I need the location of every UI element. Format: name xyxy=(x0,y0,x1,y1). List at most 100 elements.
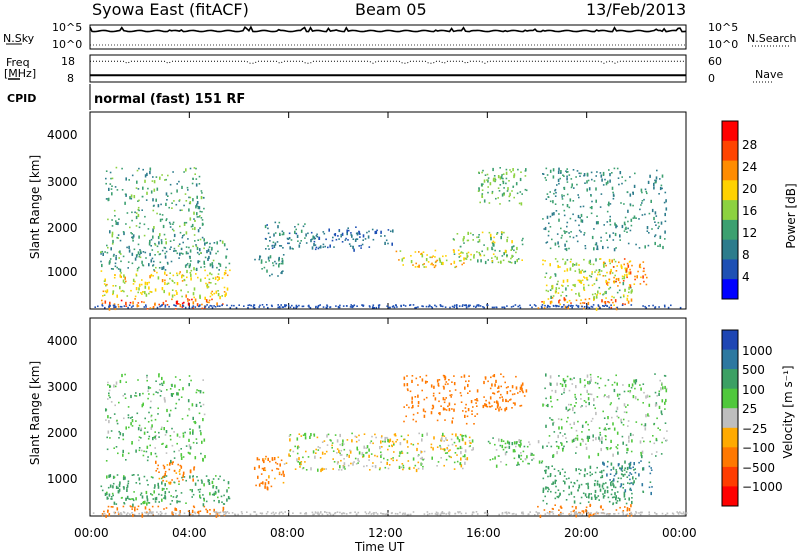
heatmap-cell xyxy=(487,191,489,194)
heatmap-cell xyxy=(626,262,629,265)
heatmap-cell xyxy=(302,434,305,436)
heatmap-cell xyxy=(211,298,213,301)
heatmap-cell xyxy=(497,385,500,389)
heatmap-cell xyxy=(532,454,535,456)
heatmap-cell xyxy=(602,495,605,499)
heatmap-cell xyxy=(235,306,238,309)
heatmap-cell xyxy=(518,444,520,446)
heatmap-cell xyxy=(146,498,149,502)
heatmap-cell xyxy=(105,177,107,180)
heatmap-cell xyxy=(663,374,666,377)
heatmap-cell xyxy=(258,483,261,487)
heatmap-cell xyxy=(113,413,116,415)
heatmap-cell xyxy=(573,377,575,379)
heatmap-cell xyxy=(464,414,466,418)
heatmap-cell xyxy=(570,258,572,261)
heatmap-cell xyxy=(222,303,224,305)
heatmap-cell xyxy=(447,405,449,408)
heatmap-cell xyxy=(579,217,581,219)
heatmap-cell xyxy=(116,419,118,422)
heatmap-cell xyxy=(595,221,598,225)
heatmap-cell xyxy=(467,251,470,254)
heatmap-cell xyxy=(549,306,551,308)
heatmap-cell xyxy=(164,304,167,307)
heatmap-cell xyxy=(226,304,228,307)
heatmap-cell xyxy=(622,424,625,426)
heatmap-cell xyxy=(367,235,370,239)
heatmap-cell xyxy=(247,304,249,307)
heatmap-cell xyxy=(347,464,350,467)
heatmap-cell xyxy=(651,208,654,213)
heatmap-cell xyxy=(575,452,577,454)
heatmap-cell xyxy=(179,209,182,212)
heatmap-cell xyxy=(294,468,297,470)
heatmap-cell xyxy=(421,456,423,460)
heatmap-cell xyxy=(170,459,172,464)
heatmap-cell xyxy=(202,494,204,496)
heatmap-cell xyxy=(453,239,455,241)
heatmap-cell xyxy=(583,286,585,290)
heatmap-cell xyxy=(355,226,357,228)
heatmap-cell xyxy=(305,512,307,514)
heatmap-cell xyxy=(442,432,444,436)
heatmap-cell xyxy=(147,512,150,515)
heatmap-cell xyxy=(185,231,188,235)
heatmap-cell xyxy=(588,495,590,499)
heatmap-cell xyxy=(299,242,301,244)
heatmap-cell xyxy=(146,479,148,482)
heatmap-cell xyxy=(351,439,353,443)
heatmap-cell xyxy=(628,291,630,294)
heatmap-cell xyxy=(189,196,192,199)
heatmap-cell xyxy=(542,487,545,491)
heatmap-cell xyxy=(138,235,140,239)
heatmap-cell xyxy=(388,445,391,447)
heatmap-cell xyxy=(573,509,575,512)
heatmap-cell xyxy=(587,397,590,401)
heatmap-cell xyxy=(391,306,394,308)
heatmap-cell xyxy=(613,484,615,488)
heatmap-cell xyxy=(150,414,153,417)
heatmap-cell xyxy=(299,466,301,468)
heatmap-cell xyxy=(625,444,628,446)
heatmap-cell xyxy=(170,384,173,386)
heatmap-cell xyxy=(282,232,285,236)
heatmap-cell xyxy=(597,304,600,306)
heatmap-cell xyxy=(628,271,630,275)
heatmap-cell xyxy=(228,262,231,265)
heatmap-cell xyxy=(603,301,606,303)
beam-title: Beam 05 xyxy=(355,0,427,19)
heatmap-cell xyxy=(223,243,226,247)
heatmap-cell xyxy=(516,259,518,263)
heatmap-cell xyxy=(460,451,462,455)
heatmap-cell xyxy=(401,463,404,465)
heatmap-cell xyxy=(123,290,125,293)
heatmap-cell xyxy=(425,396,428,399)
heatmap-cell xyxy=(155,391,157,393)
heatmap-cell xyxy=(190,273,192,277)
heatmap-cell xyxy=(565,287,567,291)
heatmap-cell xyxy=(573,438,575,442)
heatmap-cell xyxy=(356,238,359,240)
heatmap-cell xyxy=(332,513,335,516)
heatmap-cell xyxy=(107,415,109,419)
heatmap-cell xyxy=(384,241,386,245)
heatmap-cell xyxy=(587,501,590,503)
heatmap-cell xyxy=(632,434,634,436)
heatmap-cell xyxy=(284,511,286,513)
heatmap-cell xyxy=(592,434,594,438)
heatmap-cell xyxy=(108,513,111,517)
heatmap-cell xyxy=(268,260,270,262)
heatmap-cell xyxy=(292,512,294,514)
heatmap-cell xyxy=(153,487,156,489)
heatmap-cell xyxy=(159,261,162,264)
heatmap-cell xyxy=(401,450,403,453)
heatmap-cell xyxy=(198,412,201,415)
heatmap-cell xyxy=(254,258,256,261)
heatmap-cell xyxy=(184,431,186,434)
heatmap-cell xyxy=(278,471,281,474)
heatmap-cell xyxy=(640,460,642,462)
heatmap-cell xyxy=(164,269,167,271)
heatmap-cell xyxy=(444,306,447,308)
heatmap-cell xyxy=(176,291,178,295)
heatmap-cell xyxy=(173,457,176,459)
